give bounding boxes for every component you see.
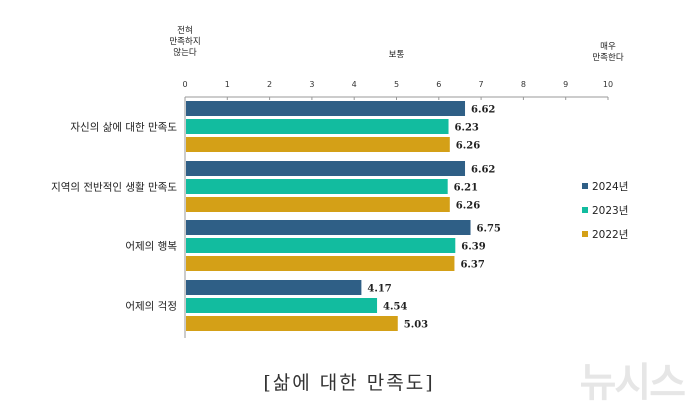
bar-2023년	[186, 238, 456, 253]
scale-label-low: 전혀	[177, 25, 193, 36]
data-label: 4.54	[383, 302, 407, 313]
data-label: 6.62	[471, 105, 495, 116]
x-tick-label: 4	[352, 80, 357, 89]
data-label: 6.39	[461, 242, 485, 253]
bar-2023년	[186, 179, 448, 194]
data-label: 6.37	[460, 260, 484, 271]
data-label: 5.03	[404, 320, 428, 331]
legend-swatch	[582, 207, 588, 213]
category-label: 지역의 전반적인 생활 만족도	[51, 181, 177, 194]
watermark-logo: 뉴시스	[579, 360, 686, 406]
x-tick-label: 6	[436, 80, 441, 89]
scale-label-mid: 보통	[389, 50, 405, 60]
bar-2024년	[186, 161, 466, 176]
x-tick-label: 10	[603, 80, 613, 89]
data-label: 6.75	[477, 224, 501, 235]
legend-swatch	[582, 183, 588, 189]
data-label: 6.62	[471, 165, 495, 176]
bar-2024년	[186, 220, 471, 235]
bar-2024년	[186, 101, 466, 116]
scale-label-high: 매우	[600, 42, 616, 52]
x-tick-label: 0	[182, 80, 187, 89]
x-tick-label: 2	[267, 80, 272, 89]
bar-2022년	[186, 256, 455, 271]
category-label: 어제의 걱정	[125, 301, 177, 313]
bar-2022년	[186, 137, 450, 152]
data-label: 6.26	[456, 141, 480, 152]
bar-2022년	[186, 197, 450, 212]
data-label: 6.23	[455, 123, 479, 134]
x-tick-label: 9	[563, 80, 568, 89]
data-label: 6.26	[456, 201, 480, 212]
bar-2022년	[186, 316, 398, 331]
x-tick-label: 8	[521, 80, 526, 89]
scale-label-high: 만족한다	[592, 53, 623, 63]
legend-label: 2024년	[592, 181, 628, 193]
category-label: 자신의 삶에 대한 만족도	[70, 122, 177, 134]
x-tick-label: 3	[309, 80, 314, 89]
x-tick-label: 7	[479, 80, 484, 89]
x-tick-label: 1	[225, 80, 230, 89]
category-label: 어제의 행복	[125, 241, 177, 253]
bar-2024년	[186, 280, 362, 295]
data-label: 6.21	[454, 183, 478, 194]
legend-label: 2023년	[592, 205, 628, 217]
bar-2023년	[186, 298, 378, 313]
scale-label-low: 만족하지	[169, 36, 200, 47]
legend-swatch	[582, 231, 588, 237]
scale-label-low: 않는다	[173, 48, 197, 58]
chart-caption: [삶에 대한 만족도]	[263, 372, 435, 394]
x-tick-label: 5	[394, 80, 399, 89]
bar-2023년	[186, 119, 449, 134]
data-label: 4.17	[367, 284, 391, 295]
legend-label: 2022년	[592, 229, 628, 241]
